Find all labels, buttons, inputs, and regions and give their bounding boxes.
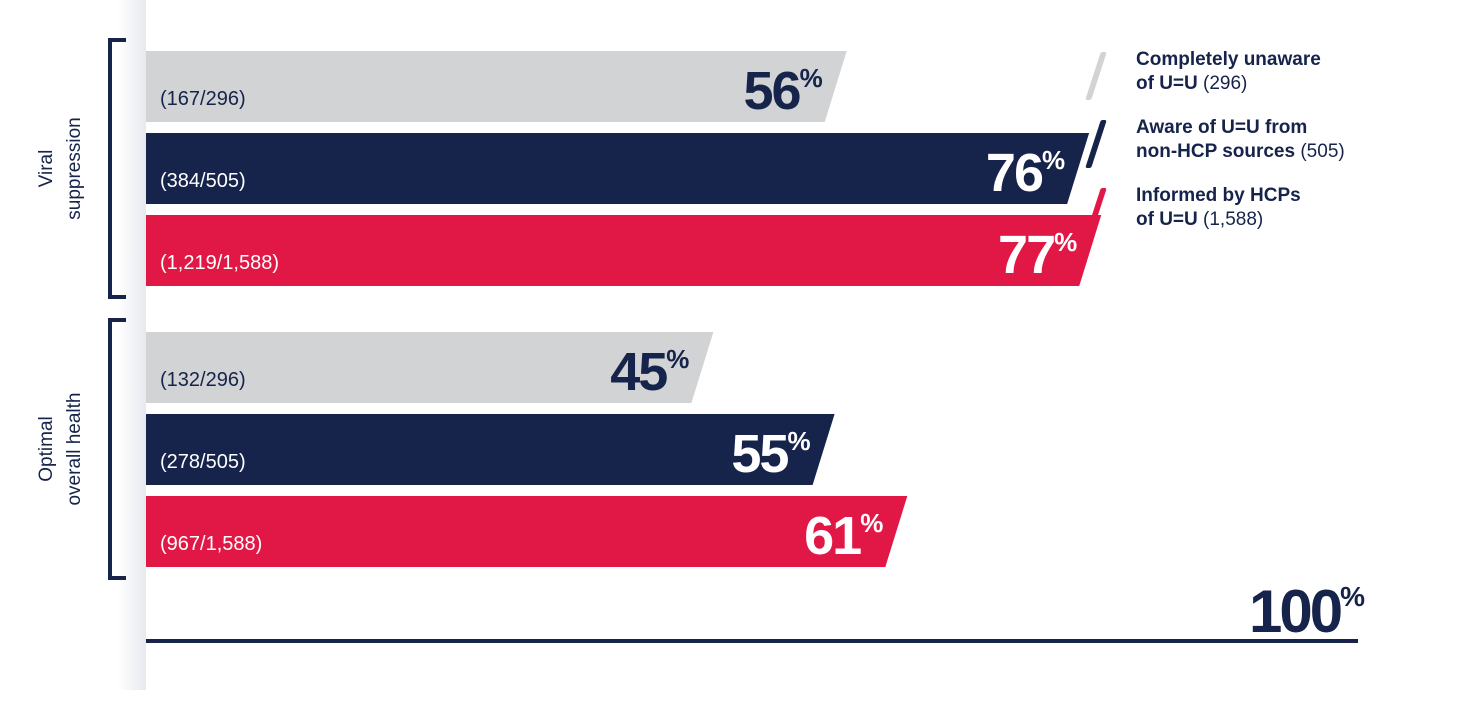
bar-count-label: (278/505) [160,451,246,473]
legend-label-hcp: Informed by HCPs of U=U (1,588) [1136,184,1436,232]
legend-label-non-hcp: Aware of U=U from non-HCP sources (505) [1136,116,1436,164]
axis-shadow [118,0,146,690]
bar-value-label: 76% [986,143,1065,203]
bar-count-label: (384/505) [160,170,246,192]
bar-value-label: 56% [744,61,823,121]
bar-count-label: (167/296) [160,88,246,110]
legend-line1: Aware of U=U from [1136,117,1308,138]
legend-line2: of U=U [1136,73,1198,94]
group-bracket [108,318,126,580]
bar [146,496,908,567]
legend-line2: of U=U [1136,209,1198,230]
legend-item-non-hcp: Aware of U=U from non-HCP sources (505) [1085,116,1445,184]
legend-item-unaware: Completely unaware of U=U (296) [1085,48,1445,116]
legend-swatch-unaware [1085,52,1107,100]
legend-count: (1,588) [1203,209,1264,230]
legend-label-unaware: Completely unaware of U=U (296) [1136,48,1436,96]
bar [146,414,835,485]
group-label: Optimal [36,416,57,481]
legend-count: (296) [1203,73,1248,94]
bar [146,332,714,403]
legend-swatch-non-hcp [1085,120,1107,168]
legend-line2: non-HCP sources [1136,141,1296,162]
legend-line1: Informed by HCPs [1136,185,1301,206]
bar-value-label: 45% [610,342,689,402]
legend-item-hcp: Informed by HCPs of U=U (1,588) [1085,184,1445,252]
bar [146,133,1090,204]
axis-max-label: 100% [1249,578,1365,645]
bar-count-label: (132/296) [160,369,246,391]
legend-swatch-hcp [1085,188,1107,236]
bar [146,51,847,122]
legend: Completely unaware of U=U (296) Aware of… [1085,48,1445,252]
group-bracket [108,38,126,299]
bar-value-label: 61% [804,506,883,566]
bar-value-label: 77% [998,225,1077,285]
legend-count: (505) [1300,141,1345,162]
bar-count-label: (1,219/1,588) [160,252,279,274]
bar-count-label: (967/1,588) [160,533,262,555]
group-label: suppression [64,117,85,219]
bar-value-label: 55% [731,424,810,484]
bar [146,215,1102,286]
group-label: overall health [64,392,85,505]
group-label: Viral [36,150,57,188]
legend-line1: Completely unaware [1136,49,1321,70]
